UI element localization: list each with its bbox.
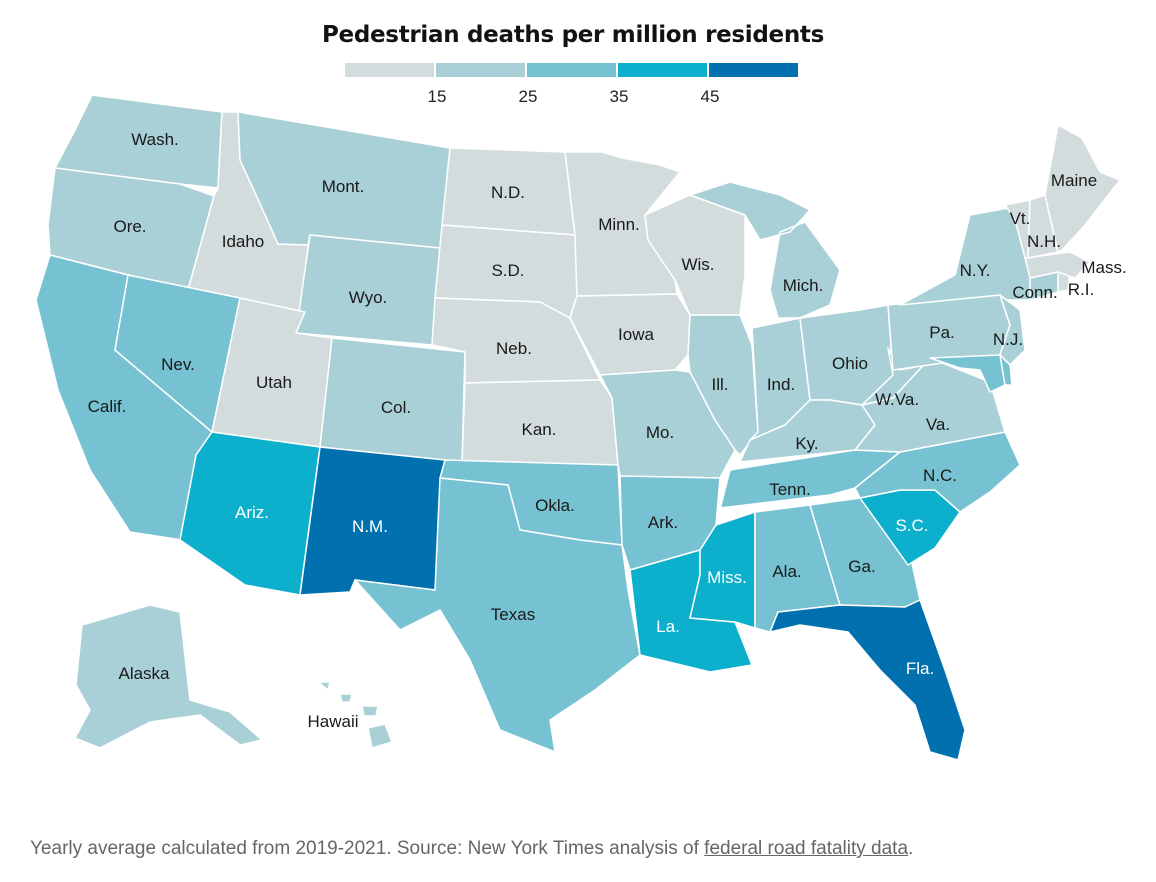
label-pa: Pa. [929, 323, 955, 342]
label-tn: Tenn. [769, 480, 811, 499]
label-il: Ill. [712, 375, 729, 394]
label-co: Col. [381, 398, 411, 417]
label-ms: Miss. [707, 568, 747, 587]
label-fl: Fla. [906, 659, 934, 678]
label-wi: Wis. [681, 255, 714, 274]
label-ks: Kan. [522, 420, 557, 439]
legend-tick: 25 [518, 87, 538, 106]
legend-tick: 45 [700, 87, 720, 106]
label-nc: N.C. [923, 466, 957, 485]
label-ok: Okla. [535, 496, 575, 515]
label-nj: N.J. [993, 330, 1023, 349]
label-vt: Vt. [1010, 209, 1031, 228]
state-tx[interactable] [354, 477, 641, 753]
source-end: . [908, 838, 914, 859]
legend-tick: 15 [427, 87, 447, 106]
label-hi: Hawaii [307, 712, 358, 731]
legend-swatch [709, 63, 798, 77]
label-ct: Conn. [1012, 283, 1057, 302]
state-mi[interactable] [689, 181, 841, 319]
state-fl[interactable] [769, 599, 966, 761]
label-ky: Ky. [795, 434, 818, 453]
label-nv: Nev. [161, 355, 195, 374]
label-wv: W.Va. [875, 390, 919, 409]
label-mn: Minn. [598, 215, 640, 234]
label-ar: Ark. [648, 513, 678, 532]
label-me: Maine [1051, 171, 1097, 190]
state-de[interactable] [999, 354, 1013, 386]
label-az: Ariz. [235, 503, 269, 522]
label-ga: Ga. [848, 557, 875, 576]
legend-swatch [618, 63, 707, 77]
label-wy: Wyo. [349, 288, 388, 307]
source-note: Yearly average calculated from 2019-2021… [30, 838, 913, 860]
state-me[interactable] [1044, 124, 1121, 253]
label-mt: Mont. [322, 177, 365, 196]
state-il[interactable] [687, 314, 759, 456]
label-sc: S.C. [895, 516, 928, 535]
label-in: Ind. [767, 375, 795, 394]
label-nd: N.D. [491, 183, 525, 202]
label-va: Va. [926, 415, 950, 434]
label-ne: Neb. [496, 339, 532, 358]
state-ma[interactable] [1024, 251, 1091, 279]
label-nh: N.H. [1027, 232, 1061, 251]
chart-title: Pedestrian deaths per million residents [321, 22, 825, 48]
label-sd: S.D. [491, 261, 524, 280]
state-ia[interactable] [569, 293, 691, 376]
state-hi[interactable] [317, 681, 393, 749]
legend-tick: 35 [609, 87, 629, 106]
label-ri: R.I. [1068, 280, 1094, 299]
state-mo[interactable] [599, 369, 736, 479]
legend-swatch [527, 63, 616, 77]
label-mo: Mo. [646, 423, 674, 442]
label-al: Ala. [772, 562, 801, 581]
label-ia: Iowa [618, 325, 654, 344]
label-tx: Texas [491, 605, 535, 624]
label-ca: Calif. [88, 397, 127, 416]
state-vt[interactable] [1004, 199, 1031, 259]
label-mi: Mich. [783, 276, 824, 295]
label-la: La. [656, 617, 680, 636]
legend-swatch [345, 63, 434, 77]
label-ut: Utah [256, 373, 292, 392]
legend: 15 25 35 45 [345, 63, 800, 108]
label-oh: Ohio [832, 354, 868, 373]
legend-swatch [436, 63, 525, 77]
label-ak: Alaska [118, 664, 170, 683]
label-wa: Wash. [131, 130, 179, 149]
source-text: Yearly average calculated from 2019-2021… [30, 838, 705, 859]
us-map: Wash. Ore. Calif. Idaho Nev. Mont. Wyo. … [35, 94, 1127, 761]
source-link[interactable]: federal road fatality data [704, 838, 909, 859]
label-nm: N.M. [352, 517, 388, 536]
label-ma: Mass. [1081, 258, 1126, 277]
label-id: Idaho [222, 232, 265, 251]
label-ny: N.Y. [960, 261, 991, 280]
state-ak[interactable] [74, 604, 263, 749]
state-nc[interactable] [854, 431, 1021, 513]
label-or: Ore. [113, 217, 146, 236]
